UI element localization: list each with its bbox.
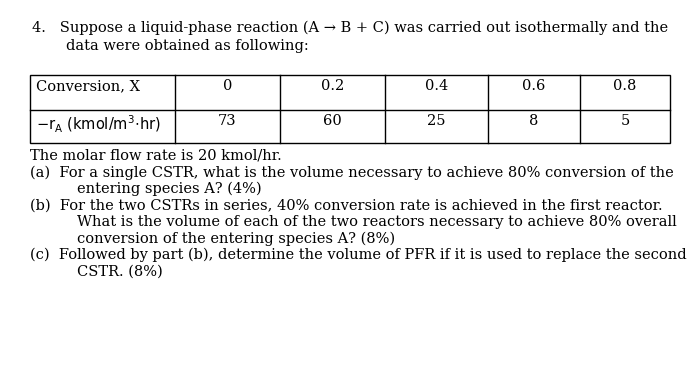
Text: conversion of the entering species A? (8%): conversion of the entering species A? (8…: [77, 231, 395, 246]
Text: 0.4: 0.4: [425, 79, 448, 93]
Text: 0.6: 0.6: [522, 79, 546, 93]
Text: data were obtained as following:: data were obtained as following:: [66, 39, 309, 53]
Text: 73: 73: [218, 114, 237, 128]
Text: entering species A? (4%): entering species A? (4%): [77, 182, 262, 196]
Text: 60: 60: [323, 114, 342, 128]
Text: Conversion, X: Conversion, X: [36, 79, 140, 93]
Text: 0.8: 0.8: [613, 79, 637, 93]
Text: (a)  For a single CSTR, what is the volume necessary to achieve 80% conversion o: (a) For a single CSTR, what is the volum…: [30, 165, 674, 180]
Text: CSTR. (8%): CSTR. (8%): [77, 264, 162, 278]
Text: (b)  For the two CSTRs in series, 40% conversion rate is achieved in the first r: (b) For the two CSTRs in series, 40% con…: [30, 198, 663, 212]
Text: What is the volume of each of the two reactors necessary to achieve 80% overall: What is the volume of each of the two re…: [77, 215, 677, 229]
Text: 25: 25: [427, 114, 446, 128]
Text: (c)  Followed by part (b), determine the volume of PFR if it is used to replace : (c) Followed by part (b), determine the …: [30, 248, 687, 262]
Bar: [30, 75, 670, 143]
Text: 0: 0: [223, 79, 232, 93]
Text: 5: 5: [620, 114, 629, 128]
Text: The molar flow rate is 20 kmol/hr.: The molar flow rate is 20 kmol/hr.: [30, 149, 282, 163]
Text: 4.   Suppose a liquid-phase reaction (A → B + C) was carried out isothermally an: 4. Suppose a liquid-phase reaction (A → …: [32, 20, 668, 34]
Text: 0.2: 0.2: [321, 79, 344, 93]
Text: $\mathregular{-r_A\ (kmol/m^3 {\cdot} hr)}$: $\mathregular{-r_A\ (kmol/m^3 {\cdot} hr…: [36, 114, 161, 135]
Text: 8: 8: [529, 114, 539, 128]
